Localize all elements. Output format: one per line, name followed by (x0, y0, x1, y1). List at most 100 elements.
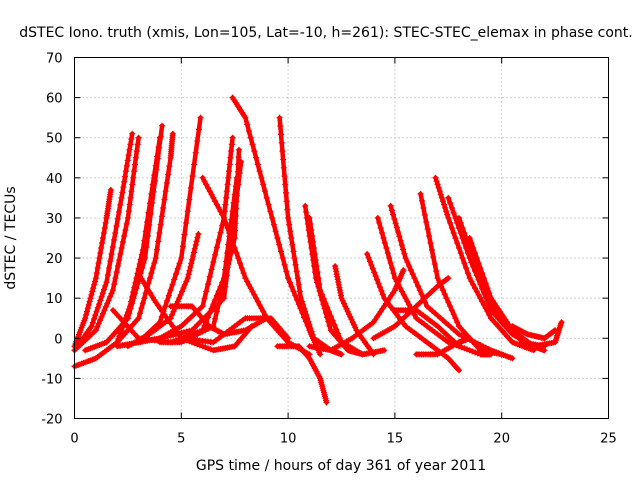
data-point (167, 332, 174, 339)
data-point (192, 149, 199, 156)
data-point (165, 171, 172, 178)
data-point (334, 330, 341, 337)
data-point (448, 204, 455, 211)
data-point (159, 334, 166, 341)
data-point (397, 237, 404, 244)
data-point (480, 275, 487, 282)
data-point (277, 248, 284, 255)
data-point (101, 307, 108, 314)
data-point (324, 304, 331, 311)
series-33 (413, 335, 473, 358)
data-point (253, 295, 260, 302)
data-point (437, 191, 444, 198)
x-axis-label: GPS time / hours of day 361 of year 2011 (196, 458, 486, 474)
data-point (461, 229, 468, 236)
data-point (238, 265, 245, 272)
data-point (287, 228, 294, 235)
data-point (93, 270, 100, 277)
data-point (294, 296, 300, 303)
data-point (192, 242, 199, 249)
data-point (391, 275, 398, 282)
x-tick-labels: 0 5 10 15 20 25 (70, 432, 616, 447)
data-point (210, 305, 217, 312)
data-point (256, 168, 263, 175)
data-point (431, 261, 438, 268)
data-point (127, 194, 134, 201)
data-point (108, 251, 115, 258)
data-point (484, 285, 491, 292)
data-point (318, 291, 325, 298)
data-point (450, 311, 457, 318)
data-point (151, 177, 158, 184)
data-point (383, 245, 390, 252)
data-point (364, 251, 371, 258)
data-point (127, 305, 134, 312)
y-tick-label: 0 (54, 332, 62, 347)
data-point (370, 351, 377, 358)
data-point (267, 208, 274, 215)
data-point (339, 297, 346, 304)
data-point (149, 199, 156, 206)
data-point (435, 184, 442, 191)
data-point (464, 270, 471, 277)
data-point (160, 204, 167, 211)
data-point (195, 230, 202, 237)
data-point (132, 290, 139, 297)
data-point (428, 247, 435, 254)
data-point (162, 333, 169, 340)
data-point (386, 255, 393, 262)
data-point (377, 224, 384, 231)
data-point (147, 210, 154, 217)
data-point (224, 181, 231, 188)
y-tick-label: -10 (41, 372, 62, 387)
data-point (186, 327, 193, 334)
data-point (445, 214, 452, 221)
data-point (260, 308, 267, 315)
data-point (509, 355, 516, 362)
data-point (312, 257, 319, 264)
data-point (194, 138, 201, 145)
data-point (116, 257, 123, 264)
data-point (152, 255, 159, 262)
data-point (286, 221, 293, 228)
data-point (245, 128, 252, 135)
data-point (144, 232, 151, 239)
data-point (122, 226, 129, 233)
data-point (309, 331, 316, 338)
data-point (253, 154, 260, 161)
data-point (470, 281, 477, 288)
data-point (222, 201, 229, 208)
data-point (447, 303, 454, 310)
data-point (177, 291, 184, 298)
data-point (102, 219, 109, 226)
data-point (468, 240, 475, 247)
data-point (310, 245, 317, 252)
data-point (179, 288, 186, 295)
data-point (113, 269, 120, 276)
data-point (191, 161, 198, 168)
data-point (101, 224, 108, 231)
data-point (186, 267, 193, 274)
data-point (132, 154, 139, 161)
data-point (207, 346, 214, 353)
data-point (445, 339, 452, 346)
data-point (242, 114, 249, 121)
data-point (143, 244, 150, 251)
data-point (199, 328, 206, 335)
data-point (124, 315, 131, 322)
data-point (254, 298, 261, 305)
data-point (199, 174, 206, 181)
data-point (123, 220, 130, 227)
data-point (256, 301, 263, 308)
data-point (390, 211, 397, 218)
x-tick-label: 10 (280, 432, 297, 447)
data-point (233, 192, 240, 199)
data-point (455, 245, 462, 252)
data-point (317, 351, 324, 358)
data-point (97, 317, 104, 324)
data-point (210, 259, 217, 266)
data-point (320, 295, 327, 302)
data-point (302, 308, 309, 315)
data-point (117, 201, 124, 208)
data-point (88, 323, 95, 330)
